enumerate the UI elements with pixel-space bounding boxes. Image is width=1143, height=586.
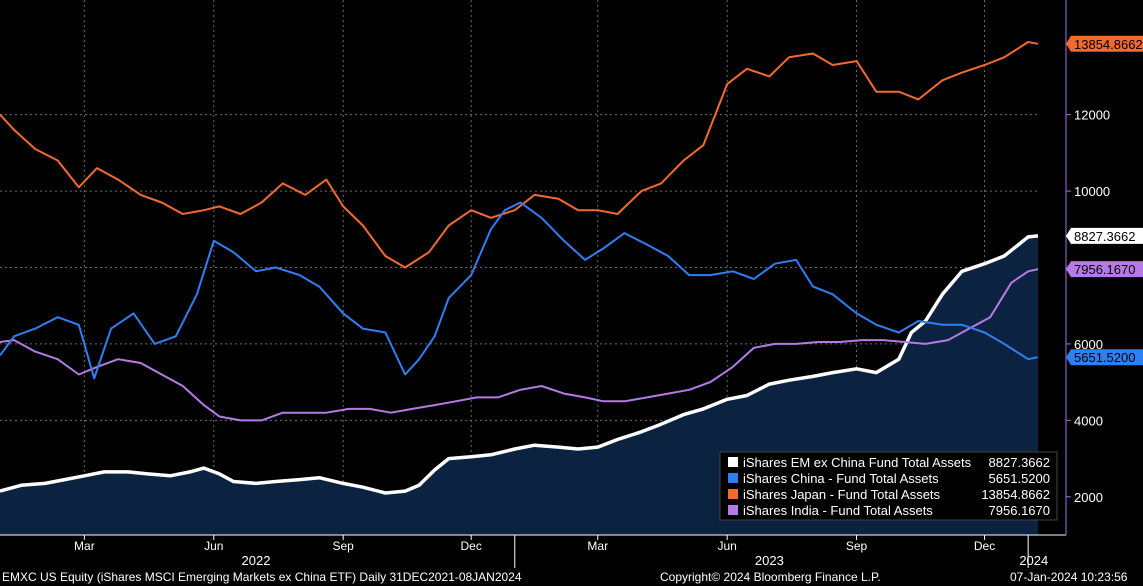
x-year-label: 2023: [755, 553, 784, 568]
series-lines: [0, 41, 1039, 495]
series-line-0: [0, 234, 1039, 495]
x-tick-labels: Mar Jun Sep Dec Mar Jun Sep Dec 2022 2023 2024: [74, 539, 1048, 568]
y-tick-labels: 20004000600080001000012000: [1074, 108, 1110, 505]
legend-name-2: iShares Japan - Fund Total Assets: [743, 487, 941, 502]
legend-value-2: 13854.8662: [981, 487, 1050, 502]
x-tick-label: Jun: [204, 539, 223, 553]
legend-name-3: iShares India - Fund Total Assets: [743, 503, 933, 518]
y-tick-label: 6000: [1074, 337, 1103, 352]
last-value-text: 5651.5200: [1074, 350, 1135, 365]
x-year-label: 2022: [242, 553, 271, 568]
legend-swatch-2: [728, 489, 738, 499]
x-year-label: 2024: [1019, 553, 1048, 568]
last-value-label-0: 8827.3662: [1066, 227, 1143, 244]
last-value-text: 7956.1670: [1074, 262, 1135, 277]
legend-name-0: iShares EM ex China Fund Total Assets: [743, 455, 972, 470]
axes: [0, 0, 1071, 568]
footer-copyright: Copyright© 2024 Bloomberg Finance L.P.: [660, 570, 881, 584]
last-value-label-2: 13854.8662: [1066, 35, 1143, 52]
legend-swatch-3: [728, 505, 738, 515]
footer: EMXC US Equity (iShares MSCI Emerging Ma…: [0, 568, 1143, 586]
chart: 20004000600080001000012000 MarJunSepDecM…: [0, 0, 1143, 568]
legend-value-3: 7956.1670: [989, 503, 1050, 518]
series-line-1: [0, 201, 1039, 380]
last-value-box: [1066, 349, 1143, 366]
y-tick-label: 4000: [1074, 413, 1103, 428]
last-value-text: 13854.8662: [1074, 37, 1143, 52]
series-line-3: [0, 268, 1039, 422]
last-value-label-1: 5651.5200: [1066, 349, 1143, 366]
x-tick-label: Mar: [74, 539, 95, 553]
legend-name-1: iShares China - Fund Total Assets: [743, 471, 939, 486]
x-tick-label: Dec: [461, 539, 482, 553]
y-tick-label: 2000: [1074, 490, 1103, 505]
last-value-box: [1066, 261, 1143, 278]
footer-ticker: EMXC US Equity (iShares MSCI Emerging Ma…: [2, 570, 522, 584]
legend-value-0: 8827.3662: [989, 455, 1050, 470]
legend-box: [719, 451, 1058, 521]
last-value-label-3: 7956.1670: [1066, 261, 1143, 278]
last-value-box: [1066, 227, 1143, 244]
legend: iShares EM ex China Fund Total Assets 882…: [719, 451, 1058, 521]
legend-swatch-1: [728, 473, 738, 483]
legend-swatch-0: [728, 457, 738, 467]
y-tick-label: 12000: [1074, 108, 1110, 123]
x-tick-label: Sep: [333, 539, 355, 553]
last-value-box: [1066, 35, 1143, 52]
x-tick-label: Mar: [587, 539, 608, 553]
y-tick-label: 10000: [1074, 184, 1110, 199]
last-value-labels: 8827.3662 5651.5200 13854.8662 7956.1670: [1066, 35, 1143, 366]
legend-value-1: 5651.5200: [989, 471, 1050, 486]
series-line-2: [0, 41, 1039, 269]
last-value-text: 8827.3662: [1074, 229, 1135, 244]
x-tick-label: Jun: [717, 539, 736, 553]
x-tick-label: Dec: [974, 539, 995, 553]
footer-timestamp: 07-Jan-2024 10:23:56: [1010, 570, 1128, 584]
x-tick-label: Sep: [846, 539, 868, 553]
